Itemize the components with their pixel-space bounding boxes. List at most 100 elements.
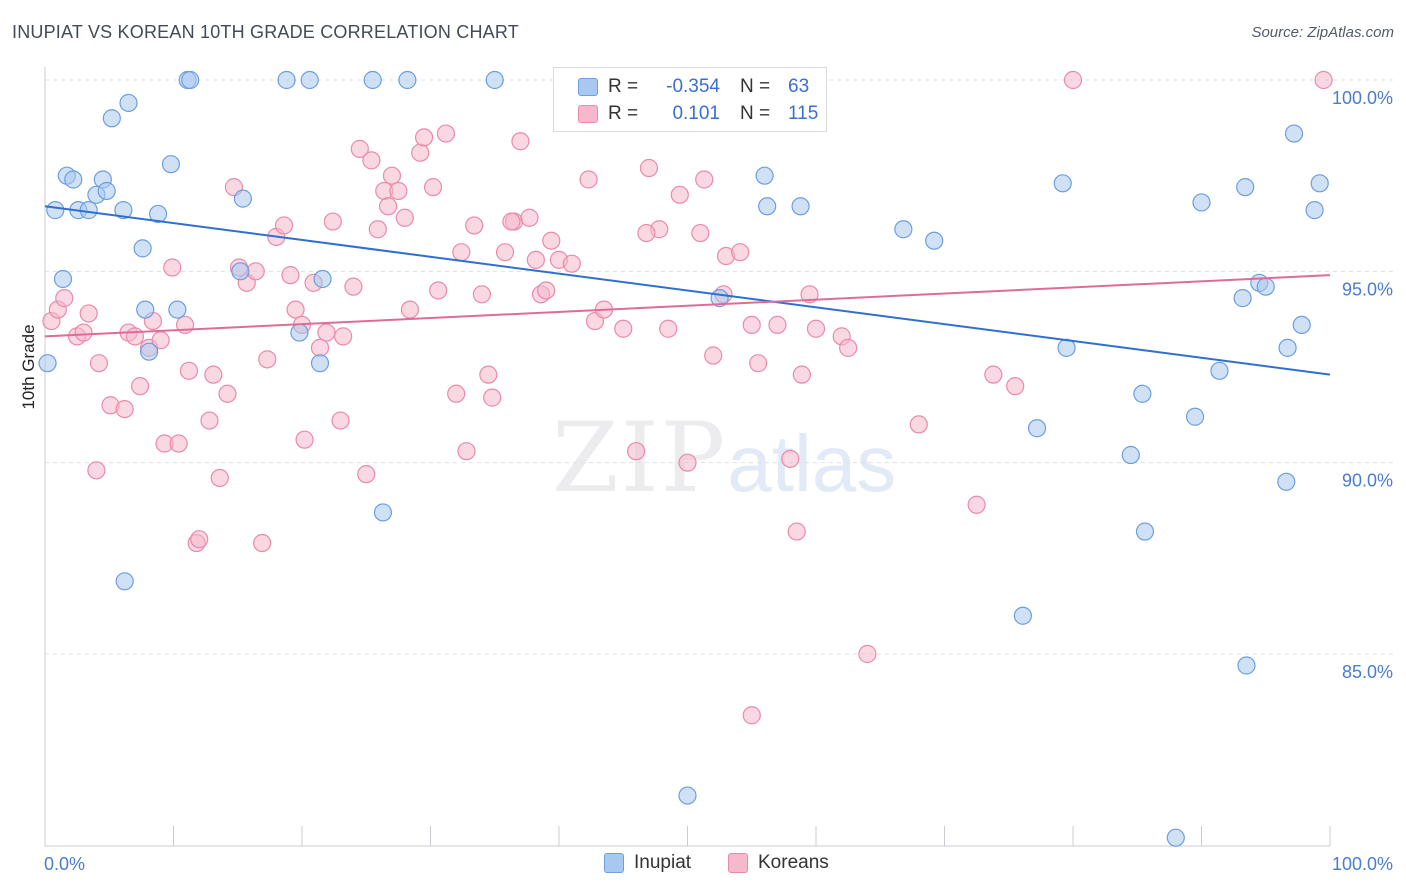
legend-label-koreans: Koreans	[758, 852, 829, 873]
koreans-point	[800, 285, 819, 304]
koreans-point	[659, 319, 678, 338]
koreans-point	[695, 170, 714, 189]
inupiat-point	[1292, 315, 1311, 335]
watermark-atlas: atlas	[727, 419, 897, 508]
koreans-point	[452, 243, 471, 262]
y-tick-label: 90.0%	[1342, 471, 1393, 491]
chart-source: Source: ZipAtlas.com	[1251, 24, 1394, 41]
inupiat-point	[1233, 289, 1252, 308]
inupiat-point	[136, 300, 155, 319]
koreans-point	[1006, 377, 1025, 396]
koreans-point	[704, 346, 723, 365]
koreans-point	[495, 243, 515, 262]
legend-item-inupiat: Inupiat	[604, 852, 691, 874]
tick-labels: 85.0% 90.0% 95.0% 100.0% 0.0% 100.0% 10th Grad…	[19, 88, 1393, 874]
inupiat-point	[181, 70, 200, 90]
koreans-point	[429, 281, 448, 300]
r-label: R =	[608, 76, 639, 97]
y-tick-label: 85.0%	[1342, 662, 1393, 682]
legend-row-inupiat: R = -0.354 N = 63	[578, 74, 828, 100]
y-tick-label: 95.0%	[1342, 279, 1393, 299]
stats-legend: R = -0.354 N = 63 R = 0.101 N = 115	[553, 67, 827, 132]
inupiat-point	[313, 269, 332, 289]
koreans-point	[579, 170, 598, 189]
koreans-point	[423, 178, 443, 197]
koreans-point	[378, 197, 398, 216]
koreans-trend-line	[44, 274, 1331, 338]
koreans-point	[400, 300, 420, 319]
koreans-point	[792, 365, 811, 384]
koreans-point	[472, 285, 491, 304]
inupiat-point	[1305, 201, 1324, 220]
koreans-point	[447, 384, 466, 403]
inupiat-point	[161, 155, 181, 174]
grid-lines	[45, 79, 1395, 655]
koreans-point	[331, 411, 350, 430]
inupiat-point	[139, 342, 159, 361]
koreans-point	[204, 365, 223, 384]
koreans-point	[678, 453, 697, 472]
koreans-point	[768, 315, 787, 335]
inupiat-point	[102, 109, 121, 128]
koreans-point	[742, 706, 761, 725]
koreans-point	[526, 250, 545, 269]
chart-title: INUPIAT VS KOREAN 10TH GRADE CORRELATION…	[12, 22, 519, 42]
watermark: ZIPatlas	[552, 402, 896, 514]
koreans-point	[179, 361, 199, 380]
koreans-point	[781, 449, 800, 468]
inupiat-point	[114, 201, 133, 220]
koreans-point	[274, 216, 294, 235]
koreans-point	[130, 377, 150, 396]
legend-label-inupiat: Inupiat	[634, 852, 692, 873]
x-tick-label: 100.0%	[1332, 854, 1393, 874]
inupiat-point	[97, 181, 116, 201]
inupiat-point	[1237, 656, 1256, 675]
inupiat-point	[79, 201, 98, 220]
koreans-point	[200, 411, 219, 430]
koreans-point	[79, 304, 98, 323]
koreans-point	[74, 323, 93, 342]
koreans-point	[537, 281, 556, 300]
koreans-point	[839, 338, 858, 357]
koreans-point	[323, 212, 342, 231]
inupiat-point	[38, 354, 57, 373]
koreans-point	[190, 530, 209, 549]
koreans-swatch	[578, 105, 598, 123]
koreans-point	[742, 315, 761, 335]
inupiat-point	[678, 786, 697, 805]
koreans-point	[317, 323, 336, 342]
inupiat-legend-swatch	[604, 853, 624, 873]
n-value: 115	[788, 103, 819, 124]
koreans-point	[691, 223, 710, 243]
inupiat-point	[363, 70, 382, 90]
koreans-point	[89, 354, 109, 373]
koreans-point	[984, 365, 1003, 384]
koreans-point	[246, 262, 265, 281]
inupiat-point	[1027, 419, 1047, 438]
y-tick-label: 100.0%	[1332, 88, 1393, 108]
koreans-point	[210, 468, 229, 488]
x-tick-label: 0.0%	[44, 854, 85, 874]
koreans-point	[626, 442, 646, 461]
y-axis-title: 10th Grade	[19, 324, 38, 409]
koreans-point	[295, 430, 314, 449]
inupiat-point	[1133, 384, 1152, 403]
inupiat-point	[894, 220, 913, 239]
inupiat-point	[133, 239, 152, 258]
n-label: N =	[740, 103, 771, 124]
koreans-point	[87, 461, 106, 480]
koreans-point	[115, 399, 134, 419]
koreans-point	[520, 208, 539, 227]
koreans-point	[806, 319, 826, 338]
koreans-point	[414, 128, 434, 147]
koreans-point	[542, 231, 561, 250]
inupiat-point	[231, 262, 250, 281]
inupiat-point	[1310, 174, 1329, 193]
koreans-point	[344, 277, 363, 296]
inupiat-trend-line	[44, 205, 1331, 376]
inupiat-point	[755, 166, 774, 185]
koreans-point	[350, 139, 369, 158]
n-label: N =	[740, 76, 771, 97]
inupiat-points	[38, 70, 1329, 847]
koreans-point	[562, 254, 581, 273]
